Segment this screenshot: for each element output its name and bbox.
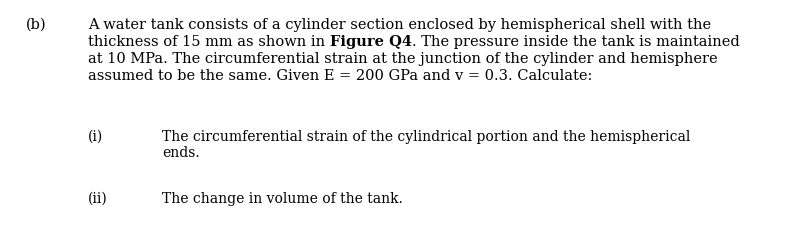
Text: (b): (b)	[26, 18, 47, 32]
Text: Figure Q4: Figure Q4	[330, 35, 411, 49]
Text: A water tank consists of a cylinder section enclosed by hemispherical shell with: A water tank consists of a cylinder sect…	[88, 18, 711, 32]
Text: at 10 MPa. The circumferential strain at the junction of the cylinder and hemisp: at 10 MPa. The circumferential strain at…	[88, 52, 717, 66]
Text: (ii): (ii)	[88, 192, 108, 206]
Text: thickness of 15 mm as shown in: thickness of 15 mm as shown in	[88, 35, 330, 49]
Text: The change in volume of the tank.: The change in volume of the tank.	[162, 192, 402, 206]
Text: The circumferential strain of the cylindrical portion and the hemispherical: The circumferential strain of the cylind…	[162, 130, 691, 144]
Text: (i): (i)	[88, 130, 103, 144]
Text: assumed to be the same. Given E = 200 GPa and v = 0.3. Calculate:: assumed to be the same. Given E = 200 GP…	[88, 69, 592, 83]
Text: . The pressure inside the tank is maintained: . The pressure inside the tank is mainta…	[411, 35, 740, 49]
Text: ends.: ends.	[162, 146, 200, 160]
